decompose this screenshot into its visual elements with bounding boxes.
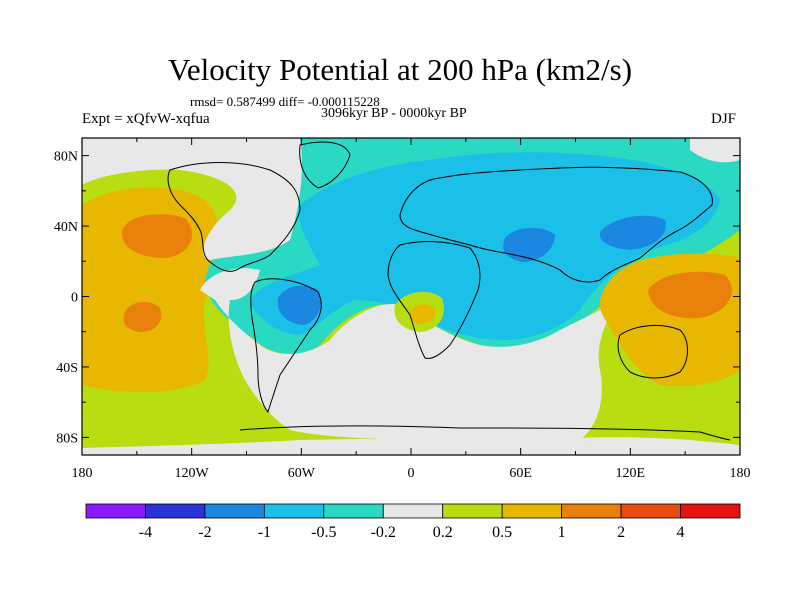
colorbar-swatch [85, 503, 146, 519]
field-region-asia-negative [503, 227, 555, 262]
field-region-east-pacific-max [121, 214, 193, 258]
colorbar-swatch [145, 503, 206, 519]
coast-europe-asia [399, 166, 713, 283]
x-tick-label: 120W [175, 466, 210, 481]
colorbar-label: -0.5 [311, 524, 336, 541]
x-tick-label: 180 [72, 466, 93, 481]
field-region-west-pacific-max [648, 271, 732, 319]
colorbar-swatch [204, 503, 265, 519]
colorbar-swatch [442, 503, 503, 519]
coast-antarctica [239, 425, 731, 441]
stats-line: rmsd= 0.587499 diff= -0.000115228 [190, 94, 380, 109]
colorbar [85, 503, 741, 519]
field-region-antarctic-neutral [82, 437, 740, 455]
y-tick-label: 40N [54, 220, 78, 235]
coast-north-america [167, 162, 301, 272]
chart-title: Velocity Potential at 200 hPa (km2/s) [167, 52, 633, 87]
x-tick-label: 60W [288, 466, 316, 481]
axis-ticks [81, 138, 741, 455]
coast-south-america [250, 278, 322, 414]
season-label: DJF [711, 111, 737, 127]
colorbar-label: 2 [617, 524, 625, 541]
coast-africa [387, 241, 481, 359]
field-region-south-neutral [200, 268, 620, 443]
x-tick-label: 0 [408, 466, 415, 481]
colorbar-swatch [680, 503, 741, 519]
colorbar-swatch [620, 503, 681, 519]
colorbar-swatch [382, 503, 444, 519]
colorbar-swatch [323, 503, 384, 519]
x-tick-label: 180 [730, 466, 751, 481]
field-region-pacific-negative [599, 215, 666, 250]
y-tick-label: 80N [54, 150, 78, 165]
axis-labels: 180 120W 60W 0 60E 120E 180 80N 40N 0 40S 80S [54, 150, 751, 481]
coast-greenland [299, 141, 351, 189]
colorbar-label: 4 [677, 524, 685, 541]
y-tick-label: 80S [56, 431, 78, 446]
colorbar-label: -1 [258, 524, 271, 541]
period-label: 3096kyr BP - 0000kyr BP [321, 106, 467, 121]
x-tick-label: 60E [509, 466, 532, 481]
field-region-africa-max [409, 304, 436, 325]
experiment-label: Expt = xQfvW-xqfua [82, 111, 210, 127]
field-region-tropics-negative [250, 152, 720, 340]
field-region-south-america-negative [277, 285, 321, 325]
field-region-north-neutral [82, 138, 302, 260]
coast-australia [617, 325, 688, 379]
colorbar-label: 1 [558, 524, 566, 541]
velocity-potential-field [82, 138, 740, 455]
colorbar-label: -4 [139, 524, 152, 541]
colorbar-label: -0.2 [371, 524, 396, 541]
colorbar-labels: -4 -2 -1 -0.5 -0.2 0.2 0.5 1 2 4 [139, 524, 685, 541]
colorbar-swatch [501, 503, 563, 519]
colorbar-swatch [561, 503, 622, 519]
coastlines [167, 141, 731, 441]
colorbar-swatch [263, 503, 325, 519]
field-region-northeast-neutral [690, 138, 740, 163]
colorbar-label: 0.2 [433, 524, 453, 541]
field-region-east-pacific-max2 [123, 301, 162, 332]
y-tick-label: 0 [71, 291, 78, 306]
y-tick-label: 40S [56, 361, 78, 376]
x-tick-label: 120E [616, 466, 646, 481]
colorbar-label: -2 [198, 524, 211, 541]
colorbar-label: 0.5 [492, 524, 512, 541]
